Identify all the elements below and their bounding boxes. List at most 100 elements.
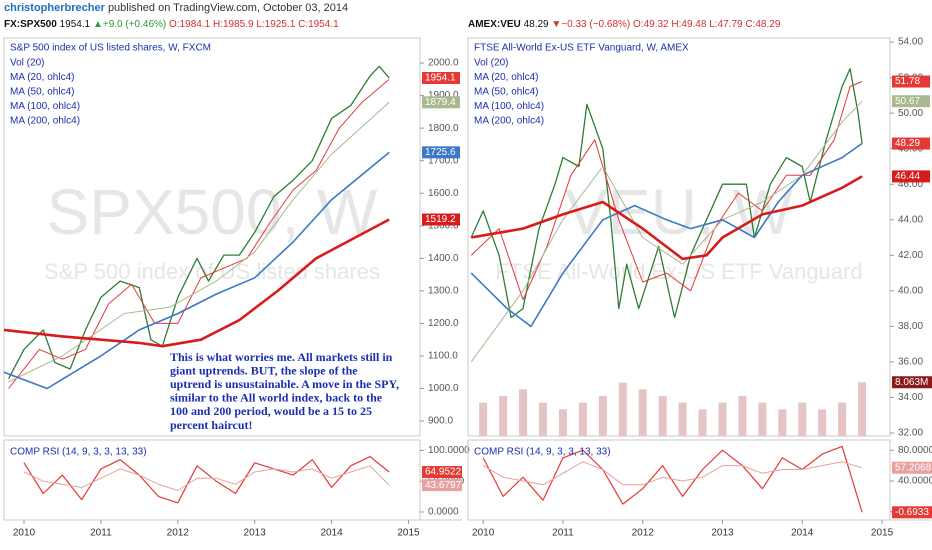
volume-bar xyxy=(658,396,667,436)
x-tick-label: 2014 xyxy=(791,528,814,539)
watermark-subtitle: S&P 500 index of US listed shares xyxy=(44,259,380,284)
quote-bar: FX:SPX500 1954.1 ▲+9.0 (+0.46%) O:1984.1… xyxy=(4,19,339,30)
rsi-line xyxy=(23,456,390,504)
quote-change: ▲+9.0 (+0.46%) xyxy=(93,19,166,30)
rsi-line xyxy=(482,461,863,486)
x-tick-label: 2010 xyxy=(472,528,495,539)
volume-bar xyxy=(838,402,847,436)
last-value-box xyxy=(892,137,930,150)
volume-last-label: 8.063M xyxy=(895,377,928,388)
y-tick-label: 1700.0 xyxy=(428,155,459,166)
series-line xyxy=(8,65,390,380)
y-tick-label: 46.00 xyxy=(898,179,923,190)
volume-bar xyxy=(538,402,547,436)
quote-symbol: FX:SPX500 xyxy=(4,19,57,30)
y-tick-label: 54.00 xyxy=(898,37,923,48)
y-tick-label: 1200.0 xyxy=(428,318,459,329)
x-tick-label: 2012 xyxy=(167,528,190,539)
annotation: percent haircut! xyxy=(170,418,253,432)
series-line xyxy=(470,175,863,261)
indicator-label: Vol (20) xyxy=(10,58,44,69)
rsi-y-tick-label: 80.0000 xyxy=(898,445,932,456)
last-value-label: 50.67 xyxy=(895,96,920,107)
volume-bar xyxy=(818,409,827,436)
y-tick-label: 34.00 xyxy=(898,392,923,403)
legend-entry: MA (100, ohlc4) xyxy=(474,101,544,112)
quote-open: O:1984.1 xyxy=(169,19,211,30)
last-value-label: 51.78 xyxy=(895,76,920,87)
last-value-box xyxy=(892,170,930,183)
volume-bar xyxy=(499,396,508,436)
volume-last-box xyxy=(892,376,932,389)
last-value-box xyxy=(422,96,460,109)
volume-bar xyxy=(618,382,627,436)
rsi-last-box xyxy=(892,506,932,519)
volume-bar xyxy=(519,389,528,436)
rsi-last-box xyxy=(892,461,932,474)
x-tick-label: 2013 xyxy=(244,528,267,539)
x-tick-label: 2015 xyxy=(397,528,420,539)
rsi-last-label: 57.2068 xyxy=(895,462,932,473)
chart-title: FTSE All-World Ex-US ETF Vanguard, W, AM… xyxy=(474,43,689,54)
published: published on TradingView.com, October 03… xyxy=(108,2,348,14)
y-tick-label: 1400.0 xyxy=(428,253,459,264)
y-tick-label: 38.00 xyxy=(898,321,923,332)
x-tick-label: 2011 xyxy=(552,528,574,539)
x-tick-label: 2014 xyxy=(320,528,343,539)
series-line xyxy=(3,218,390,348)
volume-bar xyxy=(558,409,567,436)
volume-bar xyxy=(798,402,807,436)
x-tick-label: 2012 xyxy=(632,528,655,539)
author[interactable]: christopherbrecher xyxy=(4,2,106,14)
rsi-last-box xyxy=(422,466,462,479)
last-value-box xyxy=(422,146,460,159)
rsi-line xyxy=(482,445,863,513)
annotation: 100 and 200 period, would be a 15 to 25 xyxy=(170,404,372,418)
quote-high: H:1985.9 xyxy=(213,19,254,30)
series-line xyxy=(8,78,390,389)
y-tick-label: 2000.0 xyxy=(428,58,459,69)
header: christopherbrecher published on TradingV… xyxy=(4,2,348,14)
volume-bar xyxy=(778,409,787,436)
annotation: This is what worries me. All markets sti… xyxy=(170,350,393,364)
last-value-box xyxy=(422,213,460,226)
y-tick-label: 32.00 xyxy=(898,428,923,439)
series-line xyxy=(8,101,390,383)
quote-open: O:49.32 xyxy=(633,19,669,30)
quote-last: 48.29 xyxy=(524,19,549,30)
rsi-last-label: 64.9522 xyxy=(425,467,462,478)
series-line xyxy=(3,151,390,390)
x-tick-label: 2015 xyxy=(871,528,894,539)
y-tick-label: 36.00 xyxy=(898,357,923,368)
series-line xyxy=(470,100,863,363)
quote-low: L:47.79 xyxy=(709,19,743,30)
y-tick-label: 44.00 xyxy=(898,214,923,225)
annotation: giant uptrends. BUT, the slope of the xyxy=(170,363,358,377)
y-tick-label: 1300.0 xyxy=(428,285,459,296)
watermark: VEU, W xyxy=(565,176,793,248)
volume-bar xyxy=(638,389,647,436)
legend-entry: MA (20, ohlc4) xyxy=(10,72,74,83)
last-value-label: 46.44 xyxy=(895,171,920,182)
volume-bar xyxy=(578,402,587,436)
quote-close: C:48.29 xyxy=(745,19,780,30)
volume-bar xyxy=(698,409,707,436)
quote-change: ▼−0.33 (−0.68%) xyxy=(551,19,630,30)
y-tick-label: 1000.0 xyxy=(428,383,459,394)
y-tick-label: 40.00 xyxy=(898,285,923,296)
rsi-last-label: -0.6933 xyxy=(895,507,929,518)
last-value-box xyxy=(892,95,930,108)
y-tick-label: 1100.0 xyxy=(428,351,458,362)
rsi-last-label: 43.6797 xyxy=(425,480,462,491)
legend-entry: MA (200, ohlc4) xyxy=(474,116,544,127)
y-tick-label: 1900.0 xyxy=(428,90,459,101)
x-tick-label: 2010 xyxy=(13,528,36,539)
chart-title: S&P 500 index of US listed shares, W, FX… xyxy=(10,43,211,54)
quote-last: 1954.1 xyxy=(60,19,91,30)
legend-entry: MA (50, ohlc4) xyxy=(474,87,538,98)
legend-entry: MA (200, ohlc4) xyxy=(10,116,80,127)
y-tick-label: 42.00 xyxy=(898,250,923,261)
annotation: similar to the All world index, back to … xyxy=(170,391,383,405)
rsi-y-tick-label: 0.0000 xyxy=(428,507,459,518)
